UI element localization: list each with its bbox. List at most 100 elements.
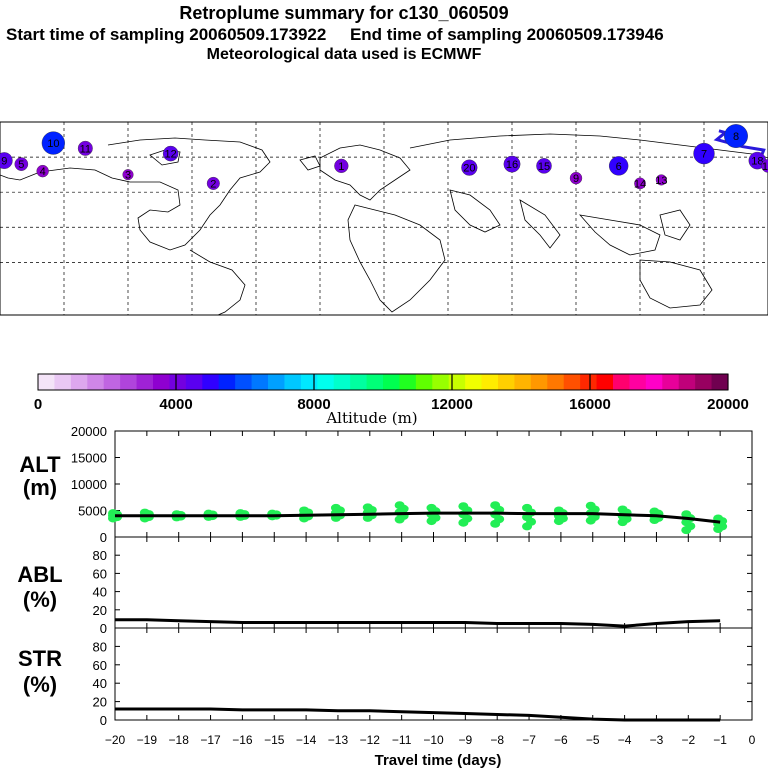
map-point-label: 20: [463, 163, 475, 175]
map-point-label: 14: [634, 178, 646, 190]
colorbar-cell: [120, 374, 138, 390]
y-tick-label: 40: [93, 585, 107, 600]
map-point: [503, 155, 521, 173]
x-tick-label: −16: [232, 733, 253, 747]
y-tick-label: 20: [93, 695, 107, 710]
map-grid: [0, 122, 768, 315]
colorbar-cell: [333, 374, 351, 390]
x-tick-label: −2: [681, 733, 695, 747]
colorbar-cell: [317, 374, 335, 390]
x-tick-label: −15: [264, 733, 285, 747]
colorbar-cell: [350, 374, 368, 390]
map-points: 954101131221201615961413781819: [0, 124, 768, 190]
alt-scatter-point: [490, 501, 501, 510]
colorbar: 0 4000 8000 12000 16000 20000 Altitude (m): [34, 373, 749, 427]
map-point: [724, 124, 748, 148]
colorbar-cell: [235, 374, 253, 390]
colorbar-tick-label: 20000: [707, 396, 749, 413]
map-point-label: 18: [751, 156, 763, 168]
panel-frame: [114, 536, 753, 629]
series-line: [115, 707, 721, 722]
x-tick-label: −14: [296, 733, 317, 747]
colorbar-tick-label: 8000: [297, 396, 330, 413]
alt-scatter-point: [617, 505, 628, 514]
alt-scatter-point: [299, 506, 310, 515]
colorbar-cell: [695, 374, 713, 390]
colorbar-cell: [711, 374, 729, 390]
sampling-times: Start time of sampling 20060509.173922 E…: [6, 25, 664, 44]
colorbar-cell: [136, 374, 154, 390]
y-axis-unit: (%): [23, 587, 57, 612]
map-point-label: 6: [616, 161, 622, 173]
y-axis-unit: (m): [23, 475, 57, 500]
map-point-label: 19: [762, 161, 768, 173]
map-point: [334, 158, 349, 173]
x-tick-label: 0: [749, 733, 756, 747]
map-point-label: 4: [40, 166, 46, 178]
x-tick-label: −6: [554, 733, 568, 747]
y-tick-label: 80: [93, 639, 107, 654]
map-point: [14, 157, 29, 171]
y-axis-label: STR: [18, 646, 62, 671]
map-point-label: 1: [338, 161, 344, 173]
colorbar-cell: [547, 374, 565, 390]
colorbar-cell: [399, 374, 417, 390]
x-tick-label: −4: [618, 733, 632, 747]
map-point-label: 8: [733, 131, 739, 143]
alt-scatter-point: [426, 503, 437, 512]
panel-alt: 20000 15000 10000 5000 0 ALT(m): [19, 424, 753, 545]
alt-scatter-point: [522, 503, 533, 512]
map-point: [608, 156, 629, 176]
met-data-line: Meteorological data used is ECMWF: [206, 46, 482, 63]
alt-scatter-point: [394, 501, 405, 510]
colorbar-cell: [596, 374, 614, 390]
y-tick-label: 40: [93, 676, 107, 691]
y-tick-label: 0: [100, 713, 107, 728]
colorbar-tick-label: 0: [34, 396, 42, 413]
colorbar-cell: [514, 374, 532, 390]
colorbar-cell: [530, 374, 548, 390]
colorbar-cell: [662, 374, 680, 390]
x-axis-label: Travel time (days): [375, 752, 502, 768]
y-tick-label: 0: [100, 621, 107, 636]
series-line: [115, 618, 721, 628]
colorbar-cell: [448, 374, 466, 390]
colorbar-label: Altitude (m): [325, 409, 417, 427]
colorbar-cell: [481, 374, 499, 390]
series-line: [115, 511, 721, 524]
colorbar-cell: [465, 374, 483, 390]
colorbar-cell: [678, 374, 696, 390]
y-tick-label: 10000: [71, 477, 107, 492]
colorbar-cell: [432, 374, 450, 390]
colorbar-tick-label: 12000: [431, 396, 473, 413]
map-point: [0, 152, 13, 169]
colorbar-cell: [87, 374, 105, 390]
colorbar-tick-label: 16000: [569, 396, 611, 413]
map-point-label: 9: [573, 173, 579, 185]
alt-scatter-point: [362, 503, 373, 512]
x-tick-label: −3: [650, 733, 664, 747]
map-point-label: 13: [655, 175, 667, 187]
x-tick-label: −18: [169, 733, 190, 747]
y-axis-label: ABL: [17, 562, 62, 587]
map-panel: 954101131221201615961413781819: [0, 121, 768, 316]
alt-scatter-point: [330, 503, 341, 512]
colorbar-cell: [169, 374, 187, 390]
y-tick-label: 5000: [78, 504, 107, 519]
x-tick-label: −19: [137, 733, 158, 747]
y-tick-label: 15000: [71, 451, 107, 466]
x-tick-label: −1: [713, 733, 727, 747]
map-point-label: 16: [506, 159, 518, 171]
x-tick-label: −11: [392, 733, 412, 747]
map-point: [41, 131, 65, 155]
y-tick-label: 60: [93, 566, 107, 581]
map-point-label: 11: [80, 143, 91, 155]
colorbar-cell: [54, 374, 72, 390]
map-point-label: 3: [125, 170, 131, 182]
colorbar-cell: [415, 374, 433, 390]
x-tick-label: −9: [459, 733, 473, 747]
alt-scatter-point: [585, 501, 596, 510]
y-axis-label: ALT: [19, 452, 61, 477]
time-series-panels: 20000150001000050000ALT(m)806040200ABL(%…: [17, 424, 755, 747]
colorbar-tick-label: 4000: [159, 396, 192, 413]
